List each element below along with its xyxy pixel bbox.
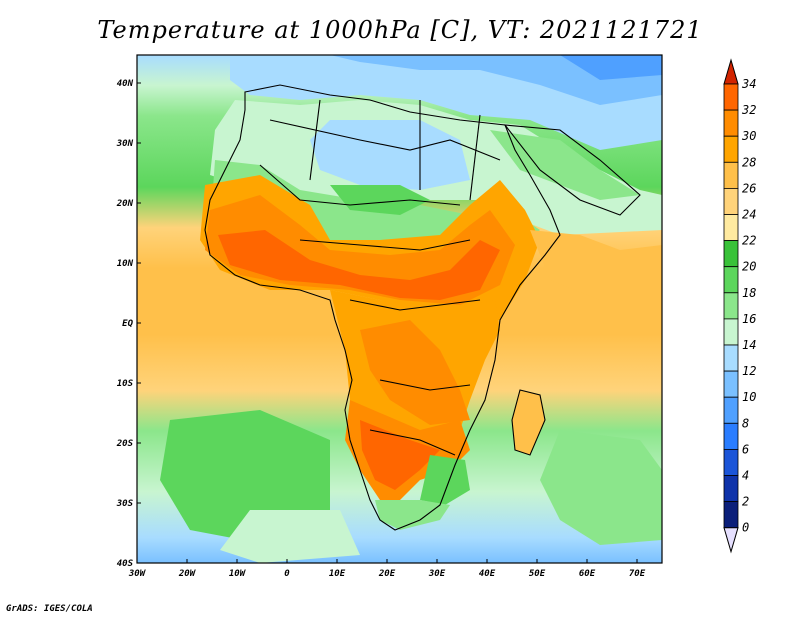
colorbar-swatch — [723, 109, 739, 137]
colorbar-swatch — [723, 292, 739, 320]
colorbar-label: 8 — [742, 416, 749, 430]
lon-tick-label: 70E — [629, 569, 646, 579]
colorbar-top-arrow — [723, 58, 739, 85]
colorbar-swatch — [723, 187, 739, 215]
colorbar-label: 14 — [742, 338, 756, 352]
colorbar-label: 26 — [742, 181, 756, 195]
plot-title: Temperature at 1000hPa [C], VT: 20211217… — [97, 16, 703, 44]
colorbar-swatch — [723, 214, 739, 242]
plot-frame — [136, 54, 663, 564]
lon-tick-label: 30E — [428, 569, 446, 579]
colorbar-label: 2 — [742, 495, 749, 509]
colorbar-label: 16 — [742, 312, 756, 326]
colorbar-label: 30 — [741, 129, 756, 143]
colorbar-label: 28 — [742, 155, 756, 169]
lat-tick-label: 40N — [117, 79, 134, 89]
colorbar-label: 18 — [742, 286, 756, 300]
lat-tick-label: 10N — [117, 259, 134, 269]
colorbar-swatch — [723, 396, 739, 424]
colorbar-swatch — [723, 161, 739, 189]
lon-tick-label: 40E — [479, 569, 496, 579]
lon-tick-label: 0 — [284, 569, 290, 579]
colorbar-swatch — [723, 422, 739, 450]
colorbar-swatch — [723, 266, 739, 294]
africa-coastline — [204, 84, 641, 531]
colorbar-swatch — [723, 83, 739, 111]
lat-tick-label: 30S — [116, 499, 134, 509]
lon-tick-label: 50E — [529, 569, 546, 579]
colorbar-swatch — [723, 344, 739, 372]
lat-tick-label: 10S — [117, 379, 134, 389]
colorbar-swatch — [723, 448, 739, 476]
lat-tick-label: 20N — [116, 199, 134, 209]
colorbar-label: 20 — [742, 260, 756, 274]
colorbar-swatch — [723, 370, 739, 398]
lat-tick-label: 20S — [116, 439, 134, 449]
lon-tick-label: 30W — [128, 569, 147, 579]
colorbar-label: 12 — [742, 364, 756, 378]
lat-tick-label: 40S — [117, 559, 134, 569]
colorbar-label: 10 — [742, 390, 756, 404]
lon-tick-label: 10W — [229, 569, 247, 579]
lat-tick-label: EQ — [122, 319, 133, 329]
colorbar-label: 32 — [741, 103, 756, 117]
colorbar-swatch — [723, 318, 739, 346]
credit-text: GrADS: IGES/COLA — [6, 604, 93, 614]
colorbar-label: 24 — [742, 208, 756, 222]
lat-tick-label: 30N — [116, 139, 134, 149]
lon-tick-label: 20W — [178, 569, 197, 579]
colorbar-swatch — [723, 135, 739, 163]
colorbar-label: 34 — [741, 77, 756, 91]
lon-tick-label: 60E — [579, 569, 596, 579]
colorbar-label: 6 — [742, 442, 749, 456]
colorbar-label: 0 — [742, 521, 749, 535]
colorbar-label: 4 — [742, 469, 749, 483]
lat-axis: 40N 30N 20N 10N EQ 10S 20S 30S 40S — [116, 79, 141, 569]
lon-tick-label: 10E — [329, 569, 346, 579]
colorbar-swatch — [723, 501, 739, 529]
lon-tick-label: 20E — [378, 569, 396, 579]
lon-axis: 30W 20W 10W 0 10E 20E 30E 40E 50E 60E 70E — [128, 559, 646, 579]
colorbar-swatch — [723, 240, 739, 268]
colorbar-label: 22 — [742, 234, 756, 248]
colorbar-swatch — [723, 475, 739, 503]
temperature-field — [137, 55, 662, 563]
colorbar-bottom-arrow — [723, 527, 739, 554]
